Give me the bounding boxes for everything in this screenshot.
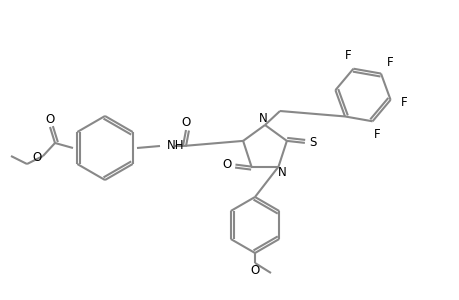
- Text: O: O: [250, 265, 259, 278]
- Text: O: O: [45, 112, 55, 125]
- Text: F: F: [373, 128, 380, 141]
- Text: O: O: [222, 158, 232, 171]
- Text: F: F: [400, 96, 407, 109]
- Text: N: N: [278, 166, 286, 179]
- Text: F: F: [345, 49, 351, 62]
- Text: F: F: [386, 56, 392, 69]
- Text: N: N: [258, 112, 267, 124]
- Text: S: S: [308, 136, 316, 149]
- Text: NH: NH: [167, 139, 184, 152]
- Text: O: O: [32, 151, 41, 164]
- Text: O: O: [181, 116, 190, 128]
